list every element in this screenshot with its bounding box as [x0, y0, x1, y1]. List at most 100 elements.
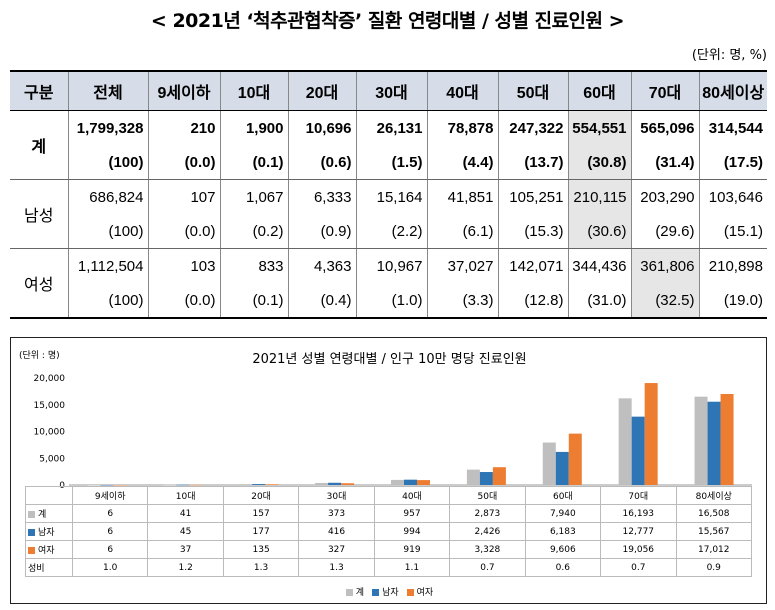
count-cell: 210: [147, 110, 220, 145]
percent-cell: (1.0): [355, 283, 427, 319]
row-label: 여성: [10, 248, 68, 319]
count-cell: 37,027: [426, 248, 498, 283]
bar-남자: [479, 472, 493, 485]
data-label: 6: [71, 522, 149, 541]
row-label: 계: [10, 110, 68, 180]
ratio-value: 1.3: [298, 558, 375, 577]
count-cell: 78,878: [426, 110, 498, 145]
chart-table-row: 남자 6 45 177 416 994 2,426 6,183 12,777 15,567: [25, 522, 752, 541]
bar-계: [618, 398, 632, 485]
bar-여자: [265, 484, 279, 485]
bar-계: [391, 479, 404, 485]
category-label: 70대: [600, 486, 677, 505]
count-cell: 15,164: [355, 179, 427, 214]
category-label: 40대: [373, 486, 451, 505]
percent-cell: (0.6): [287, 145, 356, 180]
bar-계: [542, 442, 556, 485]
count-cell: 26,131: [355, 110, 427, 145]
header-cell: 구분: [10, 70, 68, 111]
ratio-value: 0.7: [600, 558, 677, 577]
series-label: 남자: [25, 522, 73, 541]
percent-cell: (0.0): [147, 145, 220, 180]
bar-계: [315, 483, 329, 485]
ratio-value: 0.7: [449, 558, 526, 577]
chart-data-table: 9세이하 10대 20대 30대 40대 50대 60대 70대 80세이상 계 6 41 157 373…: [25, 486, 752, 577]
percent-cell: (17.5): [698, 145, 767, 180]
percent-cell: (0.4): [287, 283, 356, 319]
table-row: (100) (0.0) (0.1) (0.6) (1.5) (4.4) (13.7) (30.…: [10, 145, 767, 180]
bar-계: [239, 484, 253, 485]
ratio-value: 0.6: [524, 558, 602, 577]
ratio-value: 1.0: [71, 558, 149, 577]
table-unit-label: (단위: 명, %): [691, 48, 767, 63]
table-row: 여성 1,112,504 103 833 4,363 10,967 37,027 142,07…: [10, 248, 767, 319]
header-cell: 60대: [567, 70, 631, 111]
data-label: 16,508: [675, 504, 752, 523]
statistics-table: 구분 전체 9세이하 10대 20대 30대 40대 50대 60대 70대 8…: [10, 70, 767, 319]
header-cell: 70대: [630, 70, 699, 111]
legend-item: 계: [345, 588, 364, 598]
table-row: 남성 686,824 107 1,067 6,333 15,164 41,851 105,25…: [10, 179, 767, 249]
percent-cell: (0.0): [147, 214, 220, 249]
count-cell: 6,333: [287, 179, 356, 214]
count-cell: 41,851: [426, 179, 498, 214]
series-name: 여자: [38, 546, 55, 556]
series-swatch: [28, 511, 35, 518]
count-cell: 4,363: [287, 248, 356, 283]
chart-unit-label: (단위 : 명): [19, 351, 60, 361]
bar-여자: [644, 383, 658, 485]
count-cell: 1,900: [219, 110, 288, 145]
chart-title: 2021년 성별 연령대별 / 인구 10만 명당 진료인원: [252, 352, 527, 367]
ratio-label: 성비: [25, 558, 73, 577]
count-cell: 1,112,504: [67, 248, 148, 283]
count-cell: 361,806: [630, 248, 699, 283]
legend-label: 여자: [416, 588, 434, 598]
data-label: 919: [373, 540, 451, 559]
percent-cell: (15.3): [497, 214, 568, 249]
table-header-row: 구분 전체 9세이하 10대 20대 30대 40대 50대 60대 70대 8…: [10, 70, 767, 111]
data-label: 994: [373, 522, 451, 541]
percent-cell: (13.7): [497, 145, 568, 180]
bar-여자: [189, 484, 203, 486]
percent-cell: (15.1): [698, 214, 767, 249]
data-label: 2,873: [449, 504, 526, 523]
count-cell: 103,646: [698, 179, 767, 214]
chart-table-row: 여자 6 37 135 327 919 3,328 9,606 19,056 17,012: [25, 540, 752, 559]
data-label: 2,426: [449, 522, 526, 541]
percent-cell: (100): [67, 283, 148, 319]
count-cell: 344,436: [567, 248, 631, 283]
bar-여자: [568, 433, 582, 485]
legend-label: 남자: [382, 588, 399, 598]
data-label: 17,012: [675, 540, 752, 559]
data-label: 12,777: [600, 522, 677, 541]
bar-여자: [492, 467, 506, 485]
table-row: 계 1,799,328 210 1,900 10,696 26,131 78,878 247,…: [10, 110, 767, 180]
bar-남자: [707, 401, 721, 485]
bar-계: [87, 484, 101, 486]
category-label: 50대: [449, 486, 526, 505]
percent-cell: (0.9): [287, 214, 356, 249]
data-label: 45: [147, 522, 224, 541]
header-cell: 20대: [287, 70, 356, 111]
percent-cell: (0.2): [219, 214, 288, 249]
data-label: 7,940: [524, 504, 602, 523]
data-label: 416: [298, 522, 375, 541]
data-label: 15,567: [675, 522, 752, 541]
data-label: 957: [373, 504, 451, 523]
count-cell: 210,115: [567, 179, 631, 214]
percent-cell: (19.0): [698, 283, 767, 319]
percent-cell: (3.3): [426, 283, 498, 319]
legend-item: 여자: [406, 588, 434, 598]
legend-swatch: [406, 589, 414, 596]
bar-남자: [404, 479, 417, 485]
count-cell: 203,290: [630, 179, 699, 214]
percent-cell: (4.4): [426, 145, 498, 180]
count-cell: 103: [147, 248, 220, 283]
category-label: 20대: [222, 486, 300, 505]
y-tick-label: 20,000: [34, 374, 66, 384]
y-tick-label: 10,000: [34, 428, 66, 438]
count-cell: 1,799,328: [67, 110, 148, 145]
legend-item: 남자: [372, 588, 399, 598]
data-label: 373: [298, 504, 375, 523]
